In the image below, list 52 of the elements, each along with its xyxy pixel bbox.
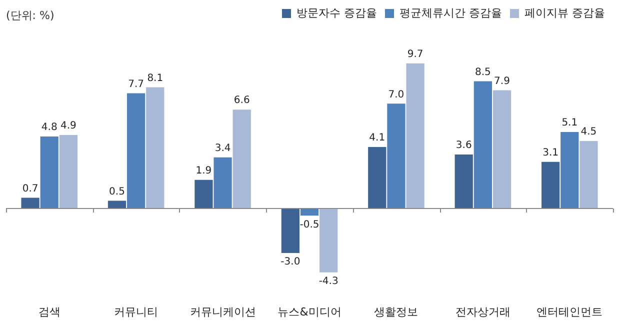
bar <box>232 110 251 208</box>
bar <box>474 81 492 208</box>
data-label: 4.9 <box>60 120 76 132</box>
x-tick-label: 생활정보 <box>374 305 418 318</box>
data-label: -3.0 <box>280 256 300 268</box>
data-label: 3.1 <box>542 148 559 158</box>
data-label: 7.7 <box>128 78 144 90</box>
x-tick-label: 엔터테인먼트 <box>536 305 603 318</box>
x-tick-label: 커뮤니케이션 <box>190 305 256 318</box>
text: (단위: %) <box>6 8 54 23</box>
data-label: 4.8 <box>41 122 58 134</box>
bar <box>21 198 40 208</box>
data-label: 6.6 <box>234 95 250 106</box>
data-label: 7.9 <box>494 76 510 87</box>
bar <box>542 162 560 208</box>
bar <box>368 146 386 208</box>
bar <box>59 135 78 208</box>
bar <box>454 154 473 208</box>
bar <box>194 180 213 208</box>
legend-label: 페이지뷰 증감율 <box>524 6 606 20</box>
bar <box>387 104 406 208</box>
x-tick-label: 검색 <box>38 305 60 318</box>
legend-label: 방문자수 증감율 <box>296 6 378 20</box>
x-tick-label: 커뮤니티 <box>114 305 158 318</box>
bar <box>320 208 338 272</box>
data-label: 3.4 <box>214 143 231 154</box>
bar <box>127 93 146 208</box>
data-label: 4.5 <box>580 126 597 138</box>
bar <box>146 87 164 208</box>
data-label: 1.9 <box>196 165 212 176</box>
bar <box>281 208 300 253</box>
bar <box>560 132 579 208</box>
bar <box>108 200 126 208</box>
x-tick-label: 뉴스&미디어 <box>278 305 342 318</box>
data-label: -4.3 <box>318 276 338 288</box>
data-label: 7.0 <box>388 89 404 100</box>
data-label: 3.6 <box>456 140 472 152</box>
bar <box>214 157 232 208</box>
legend-label: 평균체류시간 증감율 <box>400 6 502 20</box>
bar <box>580 141 598 208</box>
bar <box>406 63 424 208</box>
data-label: 4.1 <box>369 132 386 144</box>
data-label: 0.5 <box>109 186 125 198</box>
data-label: 5.1 <box>562 118 578 129</box>
bar <box>492 90 512 208</box>
data-label: 0.7 <box>22 183 38 194</box>
data-label: 9.7 <box>407 48 424 60</box>
data-label: 8.1 <box>147 72 164 84</box>
x-tick-label: 전자상거래 <box>455 305 510 318</box>
data-label: -0.5 <box>300 219 320 230</box>
bar <box>40 136 58 208</box>
data-label: 8.5 <box>474 66 491 78</box>
